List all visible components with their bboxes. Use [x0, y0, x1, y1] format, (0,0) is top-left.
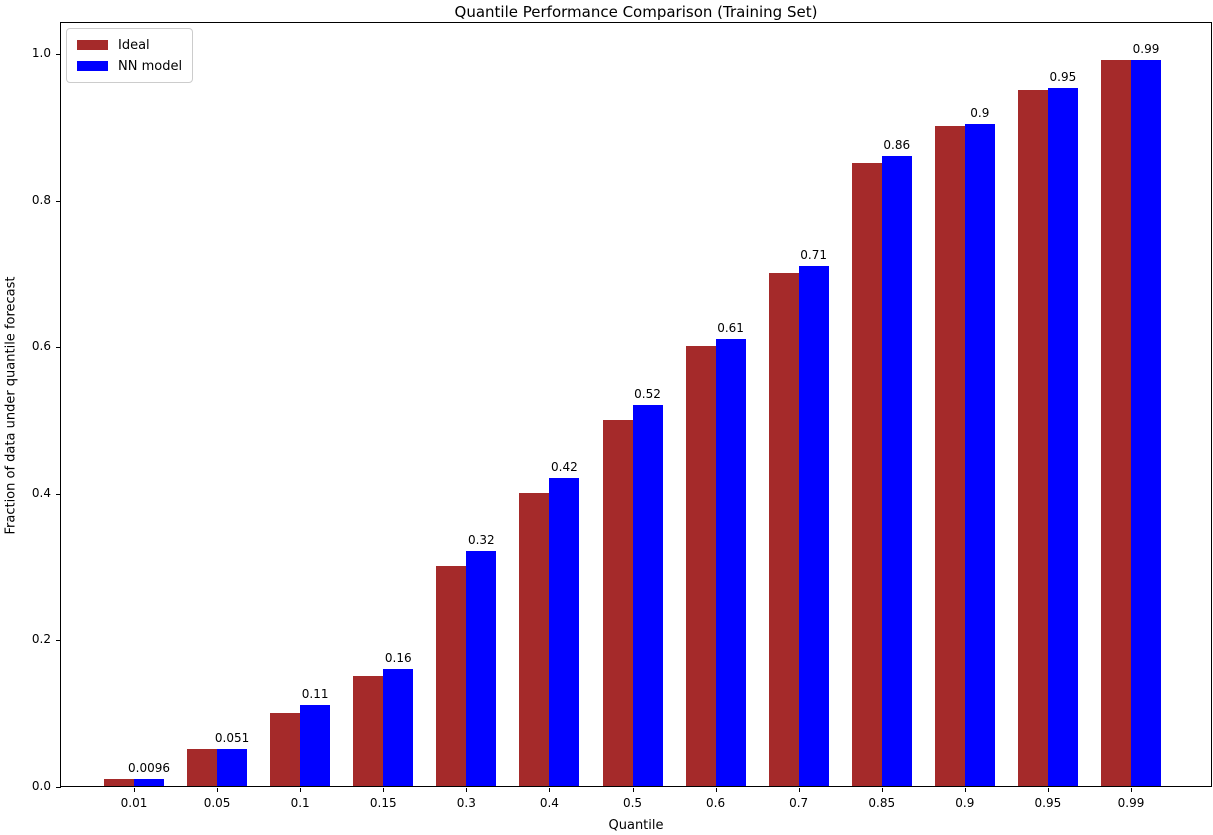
bar-value-label: 0.32	[467, 533, 495, 548]
y-tick-mark	[56, 200, 61, 202]
x-tick-mark	[632, 788, 634, 792]
x-axis-label: Quantile	[608, 818, 664, 833]
bar-value-label: 0.71	[800, 247, 828, 262]
x-tick-label: 0.5	[622, 796, 643, 810]
x-tick-mark	[1047, 788, 1049, 792]
bar-ideal	[519, 492, 550, 786]
x-tick-label: 0.99	[1117, 796, 1145, 810]
x-tick-mark	[964, 788, 966, 792]
bar-nn-model	[300, 705, 331, 786]
bar-ideal	[270, 712, 301, 786]
bar-nn-model	[383, 668, 414, 786]
chart-title: Quantile Performance Comparison (Trainin…	[454, 3, 818, 21]
bar-value-label: 0.16	[384, 650, 412, 665]
x-tick-mark	[466, 788, 468, 792]
legend-swatch-icon	[77, 61, 108, 71]
bar-nn-model	[632, 404, 663, 786]
x-tick-mark	[217, 788, 219, 792]
legend-swatch-icon	[77, 40, 108, 50]
x-tick-label: 0.95	[1034, 796, 1062, 810]
x-tick-label: 0.6	[706, 796, 726, 810]
bar-ideal	[436, 566, 467, 786]
bar-ideal	[104, 778, 134, 786]
bar-value-label: 0.0096	[128, 760, 170, 775]
bar-value-label: 0.42	[551, 460, 578, 475]
x-tick-label: 0.01	[120, 796, 148, 810]
bar-nn-model	[881, 155, 912, 786]
bar-value-label: 0.61	[717, 320, 744, 335]
bar-ideal	[685, 346, 716, 786]
x-tick-mark	[383, 788, 385, 792]
bar-value-label: 0.051	[214, 730, 250, 745]
legend-label: Ideal	[118, 37, 150, 53]
bar-nn-model	[466, 551, 497, 786]
x-tick-mark	[300, 788, 302, 792]
y-tick-mark	[56, 493, 61, 495]
legend: Ideal NN model	[66, 28, 194, 83]
bar-nn-model	[217, 748, 248, 786]
x-tick-label: 0.15	[369, 796, 397, 810]
bar-nn-model	[1131, 59, 1161, 786]
bar-ideal	[934, 126, 965, 786]
y-tick-label: 0.2	[31, 632, 51, 647]
bar-value-label: 0.99	[1132, 41, 1160, 56]
bar-value-label: 0.95	[1049, 70, 1077, 85]
x-tick-mark	[549, 788, 551, 792]
y-tick-label: 0.8	[31, 192, 51, 207]
x-tick-label: 0.1	[290, 796, 310, 810]
y-tick-label: 0.4	[31, 485, 51, 500]
x-tick-label: 0.4	[539, 796, 559, 810]
plot-area: Ideal NN model 0.0096 0.01 0.051 0.05 0.11 0.1…	[32, 22, 1212, 810]
bar-nn-model	[134, 778, 164, 786]
bar-ideal	[353, 676, 384, 786]
bar-ideal	[768, 272, 799, 786]
bar-nn-model	[715, 338, 746, 786]
y-tick-label: 1.0	[31, 46, 51, 60]
y-tick-label: 0.0	[31, 779, 51, 793]
y-tick-label: 0.6	[31, 339, 51, 354]
y-tick-mark	[56, 787, 61, 788]
y-tick-mark	[56, 54, 61, 55]
bar-nn-model	[798, 265, 829, 786]
x-tick-label: 0.7	[789, 796, 809, 810]
legend-item: Ideal	[77, 37, 182, 53]
bar-value-label: 0.86	[883, 137, 911, 152]
x-tick-mark	[134, 788, 135, 792]
bar-nn-model	[549, 478, 580, 786]
legend-label: NN model	[118, 58, 183, 74]
x-tick-label: 0.3	[456, 796, 476, 810]
bar-ideal	[851, 162, 882, 786]
x-tick-label: 0.85	[868, 796, 896, 810]
x-tick-label: 0.05	[203, 796, 231, 810]
x-tick-mark	[715, 788, 717, 792]
bar-ideal	[187, 749, 218, 786]
bar-ideal	[602, 419, 633, 786]
bar-value-label: 0.9	[970, 106, 990, 121]
x-tick-mark	[881, 788, 883, 792]
x-tick-label: 0.9	[955, 796, 975, 810]
legend-item: NN model	[77, 58, 182, 74]
x-tick-mark	[1131, 788, 1132, 792]
bar-ideal	[1101, 60, 1131, 786]
bar-nn-model	[964, 124, 995, 786]
x-tick-mark	[798, 788, 800, 792]
bar-ideal	[1017, 89, 1048, 786]
y-tick-mark	[56, 640, 61, 642]
bar-value-label: 0.11	[301, 687, 329, 702]
bar-value-label: 0.52	[634, 386, 661, 401]
y-axis-label: Fraction of data under quantile forecast	[3, 276, 19, 535]
bar-nn-model	[1047, 88, 1078, 786]
y-tick-mark	[56, 347, 61, 349]
